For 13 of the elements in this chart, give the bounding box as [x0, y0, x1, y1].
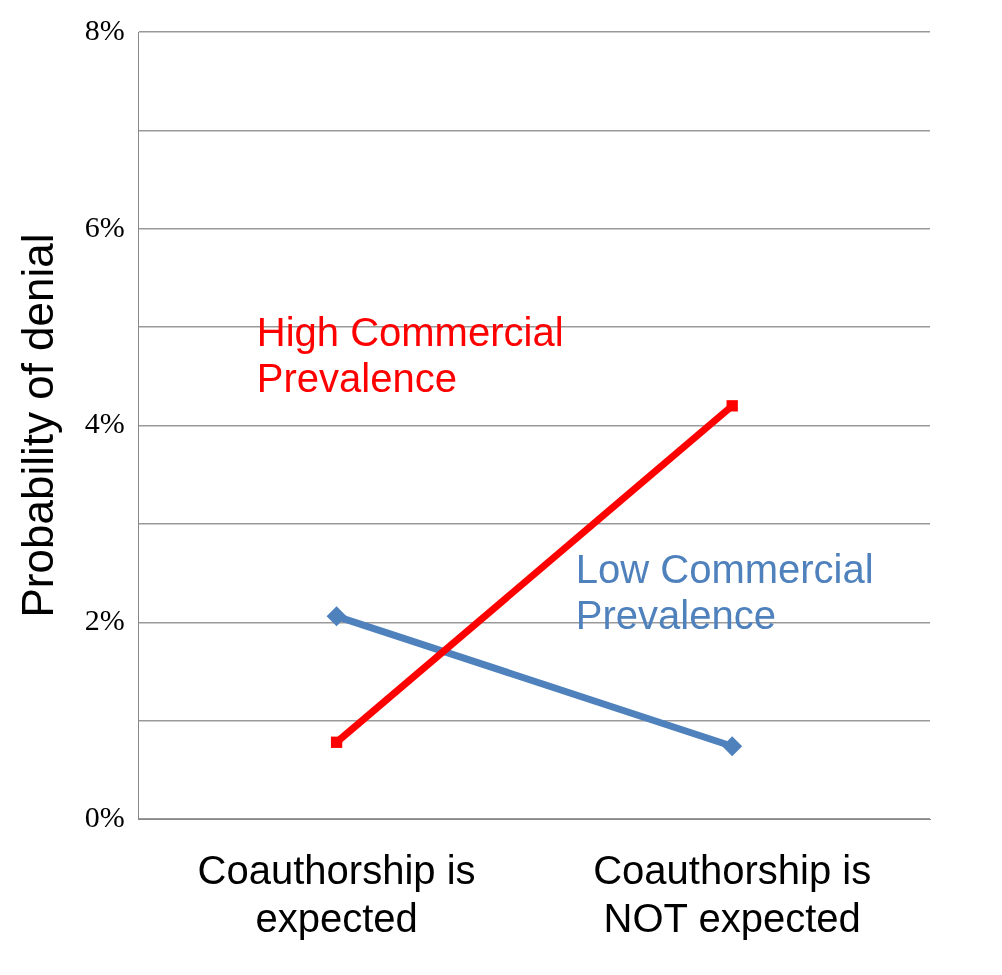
y-tick-label: 6%	[84, 209, 125, 243]
x-tick-label: Coauthorship is expected	[197, 848, 476, 941]
x-tick-label: Coauthorship is NOT expected	[593, 848, 872, 941]
point	[726, 400, 738, 412]
point	[326, 606, 347, 627]
point	[722, 736, 743, 757]
point	[330, 736, 343, 748]
y-tick-label: 2%	[84, 603, 125, 637]
y-axis-title: Probability of denial	[12, 233, 62, 618]
y-tick-label: 0%	[84, 799, 125, 833]
y-tick-label: 4%	[84, 406, 125, 440]
text: High Commercial Prevalence	[256, 310, 564, 401]
y-tick-label: 8%	[84, 12, 125, 46]
